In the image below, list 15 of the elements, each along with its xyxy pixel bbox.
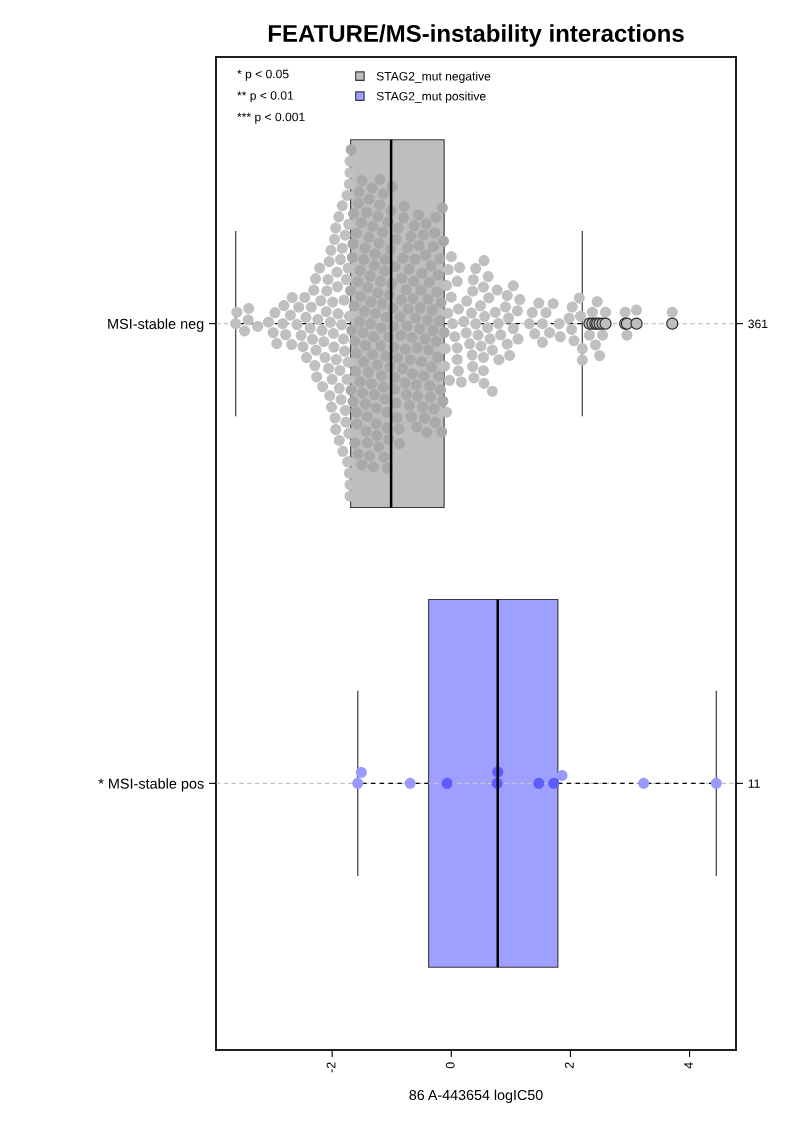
x-tick-label: 2	[564, 1062, 574, 1069]
y2-tick-label: 11	[748, 779, 760, 788]
x-tick-label: 0	[445, 1062, 455, 1069]
annotation: *** p < 0.001	[237, 112, 305, 124]
chart-title: FEATURE/MS-instability interactions	[268, 24, 684, 47]
y2-tick-label: 361	[748, 319, 768, 329]
legend-label: STAG2_mut positive	[376, 91, 486, 103]
x-axis-title: 86 A-443654 logIC50	[409, 1089, 543, 1103]
y-tick-label: * MSI-stable pos	[98, 778, 204, 792]
x-tick-label: -2	[326, 1062, 336, 1073]
annotation: * p < 0.05	[237, 69, 289, 81]
x-tick-label: 4	[684, 1062, 693, 1069]
y-tick-label: MSI-stable neg	[108, 318, 204, 332]
annotation: ** p < 0.01	[237, 91, 294, 103]
legend-label: STAG2_mut negative	[376, 71, 491, 83]
